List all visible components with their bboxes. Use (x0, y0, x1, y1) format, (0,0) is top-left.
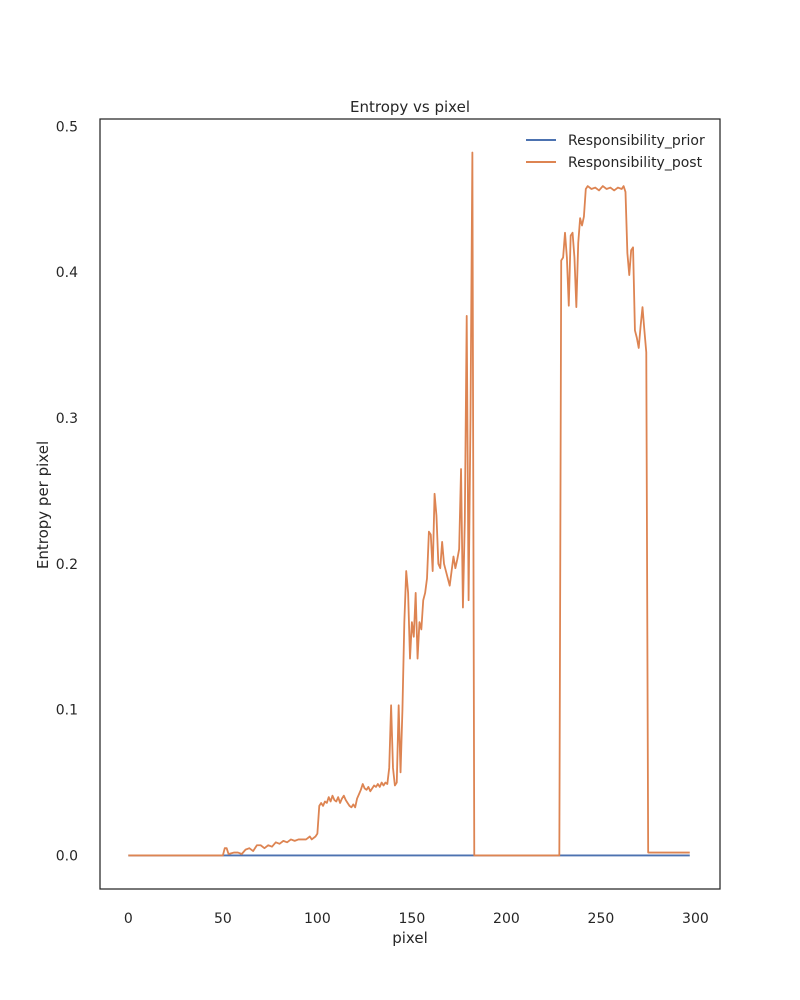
legend-label: Responsibility_prior (568, 133, 705, 149)
y-tick-label: 0.0 (56, 848, 78, 864)
x-axis-ticks: 0 50 100 150 200 250 300 (124, 911, 709, 927)
y-tick-label: 0.4 (56, 265, 78, 281)
chart-title: Entropy vs pixel (350, 98, 470, 116)
series-line-1 (128, 151, 690, 857)
y-tick-label: 0.3 (56, 411, 78, 427)
x-tick-label: 50 (214, 911, 232, 927)
y-tick-label: 0.5 (56, 119, 78, 135)
plot-area (128, 151, 690, 857)
x-tick-label: 300 (682, 911, 709, 927)
legend-label: Responsibility_post (568, 155, 703, 171)
y-axis-label: Entropy per pixel (34, 441, 52, 569)
axes-frame (99, 118, 721, 890)
x-tick-label: 150 (399, 911, 426, 927)
legend: Responsibility_prior Responsibility_post (526, 133, 705, 171)
x-tick-label: 0 (124, 911, 133, 927)
y-tick-label: 0.1 (56, 703, 78, 719)
x-tick-label: 250 (588, 911, 615, 927)
x-axis-label: pixel (392, 929, 428, 947)
x-tick-label: 200 (493, 911, 520, 927)
y-tick-label: 0.2 (56, 557, 78, 573)
x-tick-label: 100 (304, 911, 331, 927)
y-axis-ticks: 0.0 0.1 0.2 0.3 0.4 0.5 (56, 119, 78, 864)
